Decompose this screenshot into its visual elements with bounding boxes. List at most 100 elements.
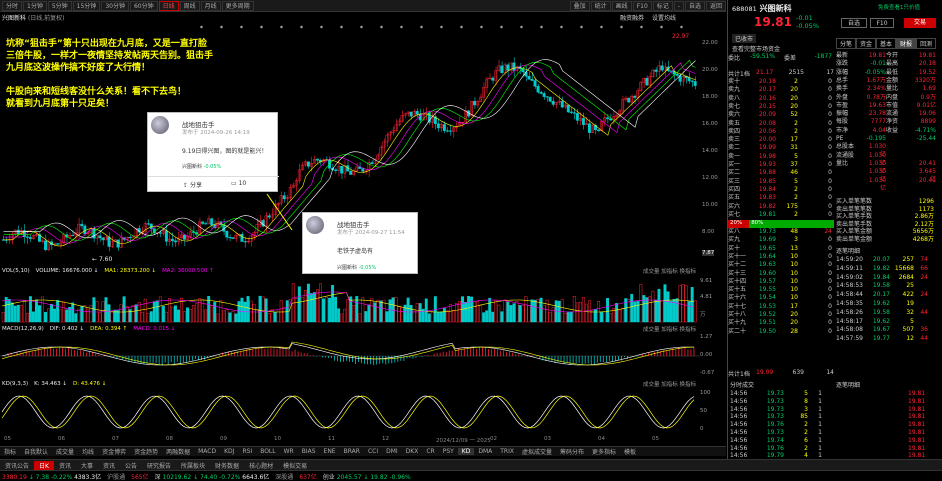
volume-bar <box>183 311 186 323</box>
macd-chart[interactable] <box>0 334 700 378</box>
stat-cell: 最新 <box>836 52 849 59</box>
indicator-tab[interactable]: MACD <box>198 448 217 455</box>
indicator-tab[interactable]: ENE <box>323 448 336 455</box>
toolbar-button[interactable]: 自选 <box>684 0 705 11</box>
period-tab[interactable]: 分时 <box>2 0 23 11</box>
stat2-value: 2.12万 <box>914 220 934 228</box>
toolbar-button[interactable]: 标记 <box>652 0 673 11</box>
trade-button[interactable]: 交易 <box>904 18 936 28</box>
promo-link[interactable]: 免费查看1只价值 <box>878 5 920 11</box>
volume-bar <box>494 299 498 323</box>
indicator-tab[interactable]: 模板 <box>624 449 637 456</box>
chart-header-right[interactable]: 融资融券 设置均线 <box>620 13 676 22</box>
post-card-1[interactable]: 战地狙击手 发布于 2024-09-26 14:19 9.19日得兴图，图的就是… <box>147 112 279 192</box>
toolbar-button[interactable]: 统计 <box>590 0 611 11</box>
indicator-tab[interactable]: 更多指标 <box>592 449 617 456</box>
indicator-tab[interactable]: DKX <box>405 448 419 455</box>
order-cell: 10 <box>790 252 798 260</box>
indicator-tab[interactable]: DMA <box>478 448 493 455</box>
fund-link[interactable]: 查看完整市场资金 <box>732 46 781 53</box>
toolbar-button[interactable]: 返回 <box>705 0 726 11</box>
volume-bar <box>167 298 171 323</box>
stat-row: PE -0.195 -25.44 <box>836 135 942 143</box>
toolbar-button[interactable]: - <box>673 0 684 11</box>
bottom-tab[interactable]: 资讯 <box>102 462 115 470</box>
candle-body <box>442 124 446 131</box>
quote-tab[interactable]: 回测 <box>916 38 937 49</box>
indicator-tab[interactable]: RSI <box>242 448 253 455</box>
volume-bar <box>164 311 168 323</box>
quote-tab[interactable]: 分笔 <box>836 38 857 49</box>
bottom-tab[interactable]: 大事 <box>80 462 93 470</box>
quote-tab[interactable]: 资金 <box>856 38 877 49</box>
indicator-tab[interactable]: TRIX <box>500 448 514 455</box>
kdj-chart[interactable] <box>0 389 700 435</box>
indicator-tab[interactable]: 成交量 <box>56 449 75 456</box>
bottom-tab[interactable]: 模拟交易 <box>283 462 308 470</box>
volume-bar <box>50 303 54 323</box>
bottom-tab[interactable]: 核心题材 <box>249 462 274 470</box>
period-tab[interactable]: 15分钟 <box>72 0 101 11</box>
period-tab[interactable]: 周线 <box>179 0 200 11</box>
indicator-tab[interactable]: BIAS <box>301 448 316 455</box>
indicator-tab[interactable]: CCI <box>367 448 379 455</box>
bottom-tab[interactable]: 日K <box>34 460 54 470</box>
stat-cell: 4.04 <box>872 126 886 134</box>
bottom-tabs[interactable]: 资讯公告 日K 资讯 大事 资讯 公告 研究报告 所属板块 财务数据 核心题材 模拟交易 <box>0 459 942 470</box>
f10-button[interactable]: F10 <box>870 18 894 28</box>
indicator-tabs[interactable]: 指标 自我默认 成交量 均线 资金博弈 资金趋势 两融数据 MACD KDJ RSI BOLL WR B… <box>0 446 726 456</box>
indicator-tab[interactable]: BOLL <box>260 448 276 455</box>
bottom-tab[interactable]: 资讯公告 <box>5 462 30 470</box>
period-tab[interactable]: 1分钟 <box>23 0 47 11</box>
indicator-tab[interactable]: CR <box>426 448 435 455</box>
indicator-tab[interactable]: KDJ <box>224 448 235 455</box>
ma-setting-link[interactable]: 设置均线 <box>651 15 676 22</box>
order-cell: 24 <box>824 228 832 235</box>
period-tab[interactable]: 30分钟 <box>101 0 129 11</box>
bottom-tab[interactable]: 财务数据 <box>215 462 240 470</box>
indicator-tab[interactable]: PSY <box>442 448 454 455</box>
indicator-tab[interactable]: 资金趋势 <box>134 449 159 456</box>
indicator-tab[interactable]: 虚拟成交量 <box>521 449 552 456</box>
quote-tab[interactable]: 基本 <box>876 38 897 49</box>
indicator-tab[interactable]: 筹码分布 <box>560 449 585 456</box>
price-tick: 7.87 <box>702 250 715 256</box>
indicator-tab[interactable]: 两融数据 <box>166 449 191 456</box>
indicator-tab[interactable]: BRAR <box>343 448 360 455</box>
volume-bar <box>509 305 513 323</box>
quote-tab[interactable]: 财报 <box>896 38 917 49</box>
indicator-tab[interactable]: 资金博弈 <box>102 449 127 456</box>
indicator-tab[interactable]: KD <box>457 448 475 455</box>
watchlist-button[interactable]: 自选 <box>841 18 867 28</box>
period-tab[interactable]: 5分钟 <box>47 0 72 11</box>
toolbar-button[interactable]: F10 <box>632 0 652 11</box>
indicator-tab[interactable]: 自我默认 <box>24 449 49 456</box>
indicator-tab[interactable]: 均线 <box>82 449 95 456</box>
comment-button[interactable]: ▭ 10 <box>231 180 247 187</box>
volume-chart[interactable] <box>0 276 700 324</box>
bottom-tab[interactable]: 公告 <box>125 462 138 470</box>
volume-bar <box>201 299 205 323</box>
margin-link[interactable]: 融资融券 <box>620 15 645 22</box>
share-button[interactable]: ⇪ 分享 <box>183 182 202 189</box>
indicator-tab[interactable]: WR <box>283 448 294 455</box>
volume-bar <box>303 290 307 323</box>
indicator-tab[interactable]: 指标 <box>4 449 17 456</box>
period-tab[interactable]: 日线 <box>158 0 179 11</box>
candle-body <box>252 232 256 237</box>
tick-cell: 14:56 <box>730 436 748 444</box>
toolbar-right <box>563 1 569 11</box>
toolbar-button[interactable]: 画线 <box>611 0 632 11</box>
period-tab[interactable]: 月线 <box>200 0 221 11</box>
stat2-label: 卖出单笔笔数 <box>836 205 873 213</box>
kline-chart[interactable]: ************************** <box>0 20 700 265</box>
bottom-tab[interactable]: 所属板块 <box>181 462 206 470</box>
bottom-tab[interactable]: 资讯 <box>58 462 71 470</box>
toolbar-button[interactable]: 叠加 <box>569 0 590 11</box>
post-card-2[interactable]: 战地狙击手 发布于 2024-09-27 11:54 老铁子虚岛有 兴图新科 -… <box>302 212 418 274</box>
bottom-tab[interactable]: 研究报告 <box>147 462 172 470</box>
info-tabs[interactable]: 分笔 资金 基本 财报 回测 <box>836 38 942 49</box>
indicator-tab[interactable]: DMI <box>386 448 398 455</box>
period-tab[interactable]: 60分钟 <box>129 0 158 11</box>
period-tab[interactable]: 更多周期 <box>221 0 254 11</box>
